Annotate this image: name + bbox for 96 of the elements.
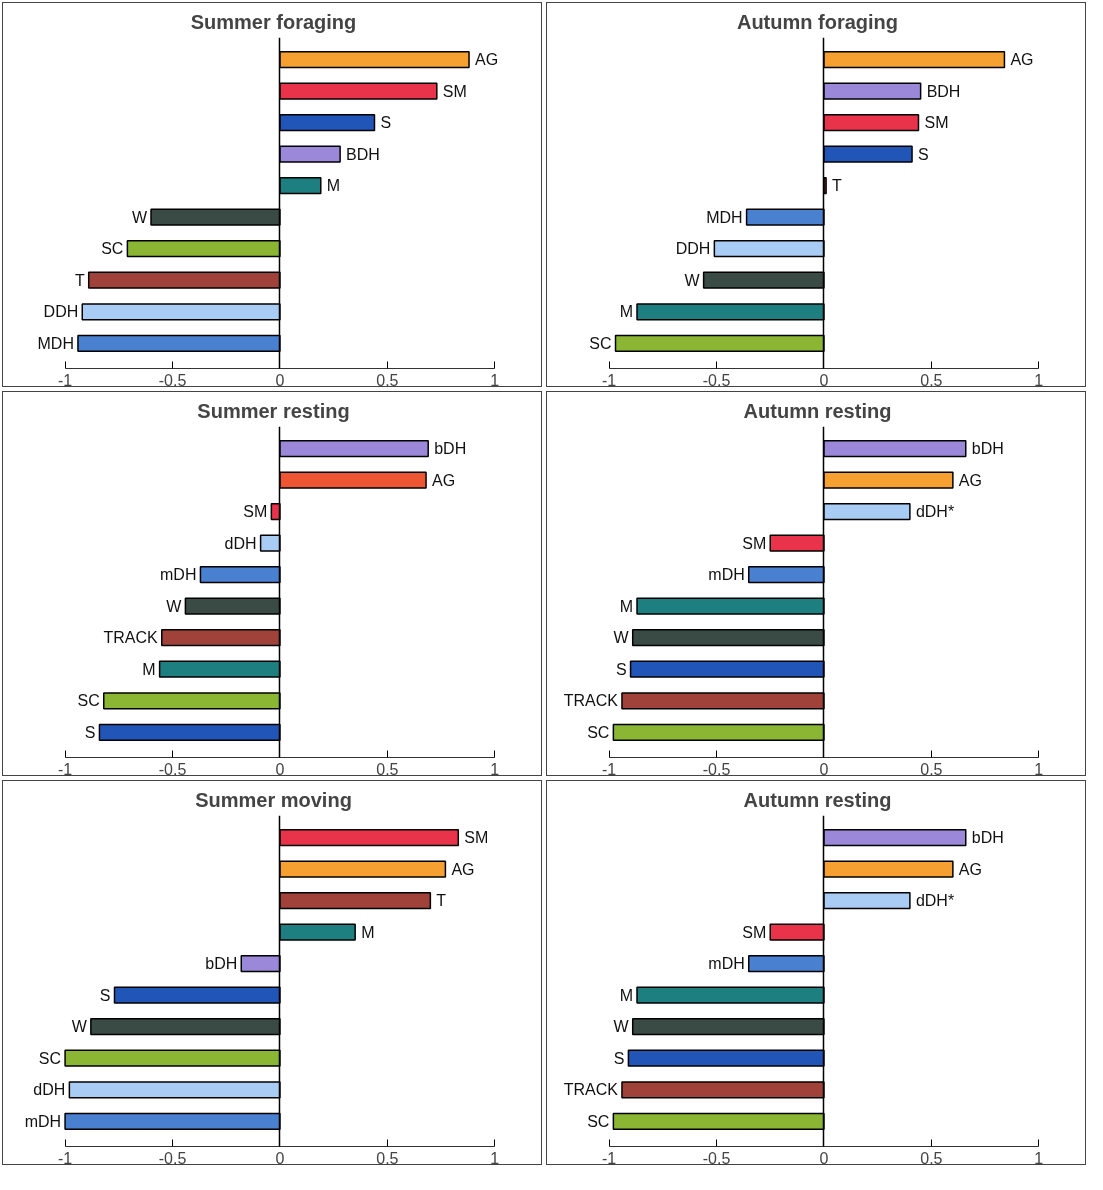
y-tick-label: T (74, 271, 85, 289)
x-tick-label: -1 (601, 760, 617, 778)
y-tick-label: bDH (971, 440, 1004, 458)
y-tick-label: AG (1010, 51, 1034, 69)
y-tick-label: bDH (205, 955, 238, 973)
y-tick-label: SC (101, 240, 124, 258)
y-tick-label: SC (587, 1112, 610, 1130)
y-tick-label: W (166, 597, 183, 615)
x-tick-label: -0.5 (702, 1149, 731, 1167)
y-tick-label: mDH (708, 955, 745, 973)
x-tick-label: 0 (819, 1149, 829, 1167)
y-tick-label: AG (958, 471, 982, 489)
x-tick-label: -0.5 (158, 1149, 187, 1167)
y-tick-label: T (832, 177, 843, 195)
x-tick-label: -1 (601, 371, 617, 389)
y-tick-label: DDH (43, 303, 79, 321)
x-tick-label: 0.5 (920, 760, 943, 778)
x-tick-label: 0 (275, 1149, 285, 1167)
x-tick-label: 0.5 (920, 371, 943, 389)
y-tick-label: M (361, 923, 375, 941)
y-tick-label: SC (77, 692, 100, 710)
y-tick-label: S (918, 145, 929, 163)
y-tick-label: S (380, 114, 392, 132)
y-tick-label: BDH (926, 82, 961, 100)
x-tick-label: 0 (275, 760, 285, 778)
y-tick-label: bDH (971, 829, 1004, 847)
y-tick-label: W (131, 208, 148, 226)
y-tick-label: W (684, 271, 701, 289)
x-tick-label: 1 (1034, 760, 1044, 778)
x-tick-label: 0.5 (376, 1149, 399, 1167)
x-tick-label: -1 (57, 1149, 73, 1167)
x-tick-label: 0.5 (920, 1149, 943, 1167)
x-tick-label: -0.5 (702, 371, 731, 389)
chart-title: Autumn foraging (736, 10, 899, 33)
y-tick-label: mDH (24, 1112, 62, 1130)
x-tick-label: 1 (1034, 371, 1044, 389)
x-tick-label: 0.5 (376, 760, 399, 778)
y-tick-label: TRACK (563, 1081, 619, 1099)
y-tick-label: S (615, 660, 627, 678)
y-tick-label: W (71, 1018, 88, 1036)
y-tick-label: dDH* (915, 892, 955, 910)
y-tick-label: SC (38, 1049, 62, 1067)
y-tick-label: mDH (708, 566, 745, 584)
y-tick-label: SC (589, 334, 612, 352)
y-tick-label: S (84, 723, 96, 741)
y-tick-label: MDH (37, 334, 74, 352)
y-tick-label: DDH (675, 240, 711, 258)
y-tick-label: bDH (434, 440, 467, 458)
chart-title: Summer resting (197, 399, 350, 422)
x-tick-label: 1 (490, 760, 500, 778)
x-tick-label: -0.5 (158, 371, 187, 389)
y-tick-label: AG (958, 860, 982, 878)
y-tick-label: M (619, 986, 633, 1004)
y-tick-label: TRACK (103, 629, 159, 647)
x-tick-label: -1 (601, 1149, 617, 1167)
chart-title: Autumn resting (743, 399, 892, 422)
y-tick-label: SM (464, 829, 489, 847)
y-tick-label: dDH* (915, 503, 955, 521)
y-tick-label: SM (243, 503, 268, 521)
y-tick-label: SM (742, 534, 767, 552)
y-tick-label: W (613, 629, 630, 647)
y-tick-label: M (326, 177, 341, 195)
y-tick-label: S (613, 1049, 625, 1067)
y-tick-label: M (142, 660, 156, 678)
x-tick-label: -1 (57, 760, 73, 778)
x-tick-label: 1 (1034, 1149, 1044, 1167)
y-tick-label: dDH (224, 534, 257, 552)
y-tick-label: SC (587, 723, 610, 741)
chart-title: Summer moving (195, 788, 352, 811)
y-tick-label: BDH (346, 145, 380, 163)
y-tick-label: AG (451, 860, 475, 878)
y-tick-label: T (436, 892, 447, 910)
y-tick-label: mDH (160, 566, 197, 584)
x-tick-label: 0 (275, 371, 285, 389)
y-tick-label: AG (432, 471, 456, 489)
y-tick-label: M (619, 597, 633, 615)
y-tick-label: SM (924, 114, 949, 132)
y-tick-label: MDH (706, 208, 743, 226)
x-tick-label: -1 (57, 371, 73, 389)
x-tick-label: 1 (490, 371, 500, 389)
y-tick-label: W (613, 1018, 630, 1036)
y-tick-label: TRACK (563, 692, 619, 710)
x-tick-label: 0 (819, 371, 829, 389)
y-tick-label: dDH (33, 1081, 66, 1099)
y-tick-label: SM (442, 82, 467, 100)
x-tick-label: -0.5 (158, 760, 187, 778)
x-tick-label: 0.5 (376, 371, 399, 389)
chart-title: Autumn resting (743, 788, 892, 811)
chart-title: Summer foraging (190, 10, 357, 33)
x-tick-label: -0.5 (702, 760, 731, 778)
y-tick-label: S (99, 986, 111, 1004)
y-tick-label: AG (475, 51, 499, 69)
y-tick-label: M (619, 303, 633, 321)
y-tick-label: SM (742, 923, 767, 941)
x-tick-label: 1 (490, 1149, 500, 1167)
x-tick-label: 0 (819, 760, 829, 778)
